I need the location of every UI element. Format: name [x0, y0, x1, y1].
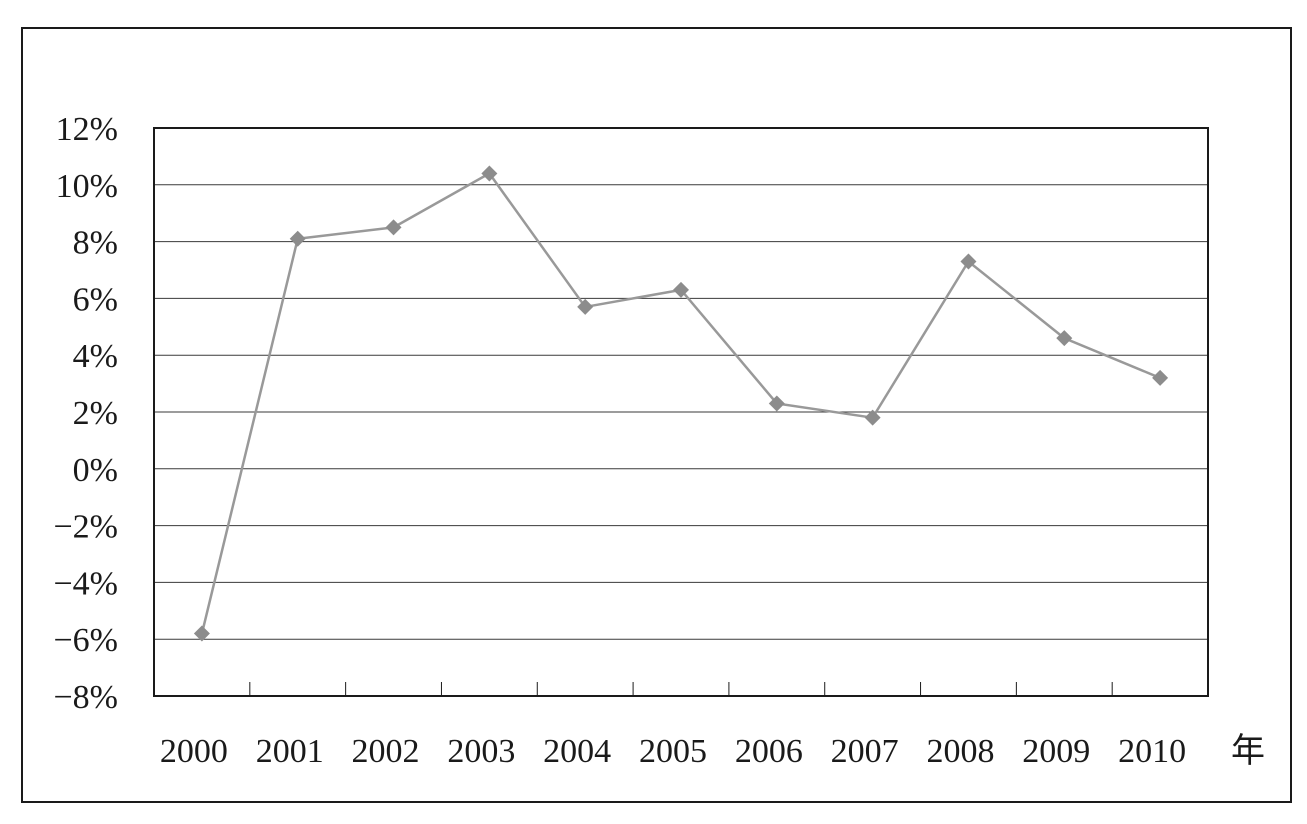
series-markers — [193, 165, 1169, 642]
data-point-2006 — [768, 395, 785, 412]
y-tick-label: 0% — [73, 452, 118, 489]
y-tick-label: 12% — [56, 111, 118, 148]
data-point-2000 — [193, 625, 210, 642]
x-tick-label: 2009 — [1022, 733, 1090, 770]
data-point-2008 — [960, 253, 977, 270]
plot-area — [153, 127, 1209, 697]
data-point-2005 — [673, 281, 689, 298]
x-tick-label: 2006 — [735, 733, 803, 770]
x-tick-label: 2002 — [352, 733, 420, 770]
data-point-2002 — [385, 219, 402, 236]
y-tick-label: −8% — [54, 679, 119, 716]
x-tick-label: 2007 — [831, 733, 899, 770]
data-point-2001 — [289, 230, 306, 247]
data-point-2003 — [481, 165, 498, 182]
outer-frame — [21, 27, 1292, 803]
x-tick-label: 2005 — [639, 733, 707, 770]
gridlines — [154, 184, 1208, 640]
x-tick-labels: 2000 2001 2002 2003 2004 2005 2006 2007 2008 2009… — [160, 733, 1186, 770]
x-tick-label: 2010 — [1118, 733, 1186, 770]
y-tick-label: 10% — [56, 168, 118, 205]
y-tick-label: 8% — [73, 225, 118, 262]
data-point-2009 — [1056, 330, 1073, 347]
x-tick-label: 2004 — [543, 733, 611, 770]
y-tick-label: 4% — [73, 338, 118, 375]
y-tick-label: −6% — [54, 622, 119, 659]
data-point-2010 — [1152, 369, 1169, 386]
x-tick-label: 2000 — [160, 733, 228, 770]
data-point-2007 — [864, 409, 881, 426]
x-tick-label: 2001 — [256, 733, 324, 770]
y-tick-label: 6% — [73, 281, 118, 318]
y-tick-label: −4% — [54, 565, 119, 602]
x-tick-label: 2008 — [926, 733, 994, 770]
x-axis-unit: 年 — [1231, 731, 1265, 771]
data-point-2004 — [577, 298, 594, 315]
y-tick-labels: 12% 10% 8% 6% 4% 2% 0% −2% −4% −6% −8% — [54, 111, 119, 716]
y-tick-label: 2% — [73, 395, 118, 432]
x-tick-label: 2003 — [447, 733, 515, 770]
series-line — [200, 171, 1161, 634]
y-tick-label: −2% — [54, 509, 119, 546]
x-tick-marks — [249, 682, 1113, 696]
